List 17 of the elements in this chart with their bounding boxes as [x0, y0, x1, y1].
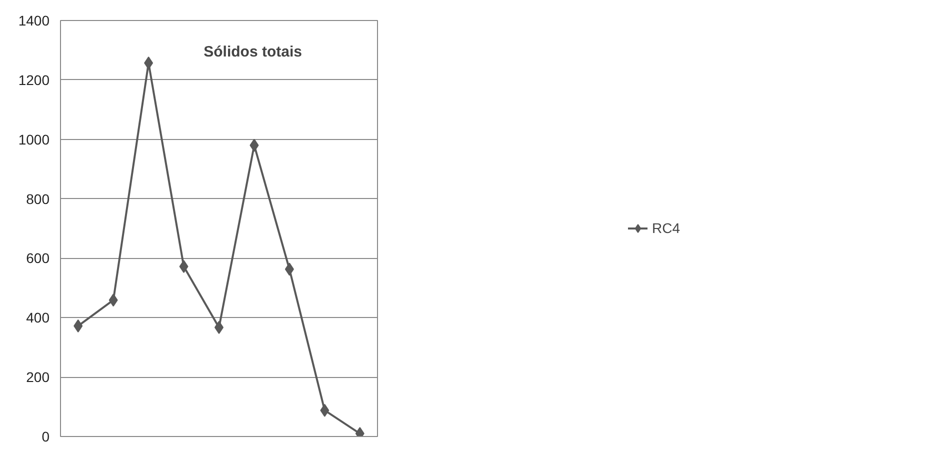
y-tick-label: 200	[26, 369, 50, 386]
y-tick-label: 1200	[18, 72, 50, 88]
point	[250, 138, 259, 152]
y-tick-label: 800	[26, 190, 50, 207]
point	[74, 319, 83, 332]
y-tick-label: 600	[26, 250, 50, 266]
y-tick-label: 1400	[18, 12, 50, 28]
y-tick-label: 0	[42, 428, 50, 444]
point	[144, 56, 154, 70]
legend-label: RC4	[652, 220, 680, 236]
point	[320, 404, 330, 417]
point	[108, 294, 118, 307]
text: Sólidos totais	[204, 44, 302, 60]
y-tick-label: 400	[26, 310, 50, 326]
point	[284, 262, 294, 276]
y-tick-label: 1000	[18, 131, 50, 148]
point	[179, 260, 188, 274]
